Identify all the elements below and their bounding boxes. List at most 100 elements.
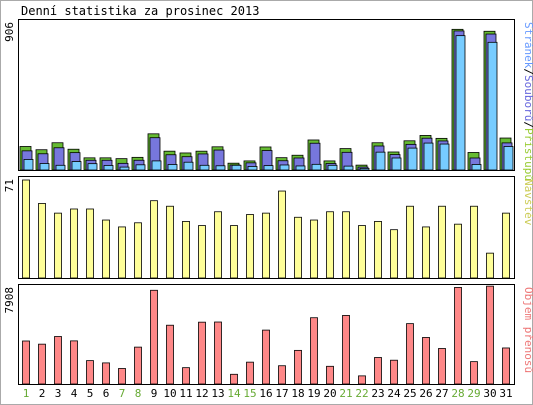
bar-stránek-day-20 — [327, 164, 338, 171]
day-label-10: 10 — [163, 387, 176, 400]
panel-max-label: 7908 — [3, 287, 16, 314]
bar-stránek-day-17 — [279, 164, 290, 171]
day-label-27: 27 — [435, 387, 448, 400]
bar-návštěv-day-1 — [22, 179, 30, 279]
day-label-20: 20 — [323, 387, 336, 400]
bar-návštěv-day-11 — [182, 221, 190, 279]
bar-objem-přenosů-day-26 — [422, 337, 430, 385]
bar-návštěv-day-12 — [198, 225, 206, 279]
bar-objem-přenosů-day-24 — [390, 359, 398, 385]
bar-návštěv-day-17 — [278, 190, 286, 279]
bar-návštěv-day-29 — [470, 205, 478, 279]
bar-návštěv-day-2 — [38, 203, 46, 279]
bar-návštěv-day-25 — [406, 205, 414, 279]
day-label-3: 3 — [55, 387, 62, 400]
bar-objem-přenosů-day-7 — [118, 368, 126, 385]
bar-stránek-day-14 — [231, 164, 242, 171]
bar-objem-přenosů-day-14 — [230, 373, 238, 385]
day-label-29: 29 — [467, 387, 480, 400]
bar-objem-přenosů-day-30 — [486, 285, 494, 385]
day-label-1: 1 — [23, 387, 30, 400]
bar-objem-přenosů-day-21 — [342, 315, 350, 385]
day-label-26: 26 — [419, 387, 432, 400]
bar-návštěv-day-24 — [390, 229, 398, 279]
bar-návštěv-day-6 — [102, 219, 110, 279]
panel-middle: 71 Návštěv — [3, 176, 533, 279]
day-label-18: 18 — [291, 387, 304, 400]
day-label-16: 16 — [259, 387, 272, 400]
day-label-17: 17 — [275, 387, 288, 400]
bar-stránek-day-29 — [471, 164, 482, 171]
legend-part: / — [522, 68, 533, 75]
day-label-19: 19 — [307, 387, 320, 400]
bar-návštěv-day-4 — [70, 208, 78, 279]
bar-návštěv-day-26 — [422, 226, 430, 279]
bar-stránek-day-19 — [311, 163, 322, 171]
day-label-24: 24 — [387, 387, 401, 400]
bar-stránek-day-12 — [199, 164, 210, 171]
day-label-25: 25 — [403, 387, 416, 400]
panel-max-label: 71 — [3, 179, 16, 192]
bar-objem-přenosů-day-13 — [214, 321, 222, 385]
panel-max-label: 906 — [3, 22, 16, 42]
bar-objem-přenosů-day-5 — [86, 360, 94, 385]
bar-stránek-day-28 — [455, 35, 466, 171]
panel-legend: Stránek/Souborů/Přístupů — [522, 22, 533, 181]
bar-stránek-day-31 — [503, 146, 514, 171]
day-label-22: 22 — [355, 387, 368, 400]
bar-objem-přenosů-day-11 — [182, 367, 190, 385]
legend-part: Objem přenosů — [522, 287, 533, 373]
bar-návštěv-day-27 — [438, 205, 446, 279]
bar-stránek-day-5 — [87, 163, 98, 171]
bar-návštěv-day-30 — [486, 252, 494, 279]
bar-objem-přenosů-day-28 — [454, 287, 462, 385]
bar-stránek-day-30 — [487, 41, 498, 171]
bar-objem-přenosů-day-23 — [374, 357, 382, 385]
chart-title: Denní statistika za prosinec 2013 — [21, 4, 259, 18]
bar-objem-přenosů-day-27 — [438, 348, 446, 385]
bar-stránek-day-18 — [295, 165, 306, 171]
bar-stránek-day-7 — [119, 166, 130, 171]
legend-part: Stránek — [522, 22, 533, 69]
bar-návštěv-day-15 — [246, 214, 254, 279]
bar-objem-přenosů-day-2 — [38, 343, 46, 385]
day-label-21: 21 — [339, 387, 352, 400]
panel-bars — [19, 28, 514, 171]
bar-stránek-day-8 — [135, 164, 146, 171]
bar-návštěv-day-22 — [358, 225, 366, 279]
bar-stránek-day-11 — [183, 161, 194, 171]
bar-návštěv-day-3 — [54, 212, 62, 279]
bar-stránek-day-27 — [439, 143, 450, 171]
day-label-2: 2 — [39, 387, 46, 400]
bar-návštěv-day-16 — [262, 212, 270, 279]
bar-návštěv-day-8 — [134, 222, 142, 279]
day-label-8: 8 — [135, 387, 142, 400]
day-label-6: 6 — [103, 387, 110, 400]
legend-part: / — [522, 121, 533, 128]
bar-objem-přenosů-day-25 — [406, 323, 414, 385]
bar-návštěv-day-9 — [150, 200, 158, 279]
bar-objem-přenosů-day-8 — [134, 346, 142, 385]
bar-stránek-day-2 — [39, 163, 50, 171]
legend-part: Souborů — [522, 75, 533, 121]
bar-návštěv-day-10 — [166, 205, 174, 279]
bar-objem-přenosů-day-22 — [358, 375, 366, 385]
panels-layer: 906 Stránek/Souborů/Přístupů 71 Návštěv 7908… — [3, 19, 533, 385]
bar-návštěv-day-18 — [294, 216, 302, 279]
bar-návštěv-day-19 — [310, 219, 318, 279]
day-label-30: 30 — [483, 387, 496, 400]
bar-stránek-day-1 — [23, 159, 34, 171]
day-label-15: 15 — [243, 387, 256, 400]
day-label-23: 23 — [371, 387, 384, 400]
legend-part: Návštěv — [522, 179, 533, 226]
bar-stránek-day-3 — [55, 164, 66, 171]
bar-stránek-day-22 — [359, 167, 370, 171]
bar-objem-přenosů-day-20 — [326, 365, 334, 385]
bar-návštěv-day-21 — [342, 211, 350, 279]
day-label-13: 13 — [211, 387, 224, 400]
bar-návštěv-day-5 — [86, 208, 94, 279]
bar-objem-přenosů-day-29 — [470, 361, 478, 385]
bar-objem-přenosů-day-16 — [262, 329, 270, 385]
